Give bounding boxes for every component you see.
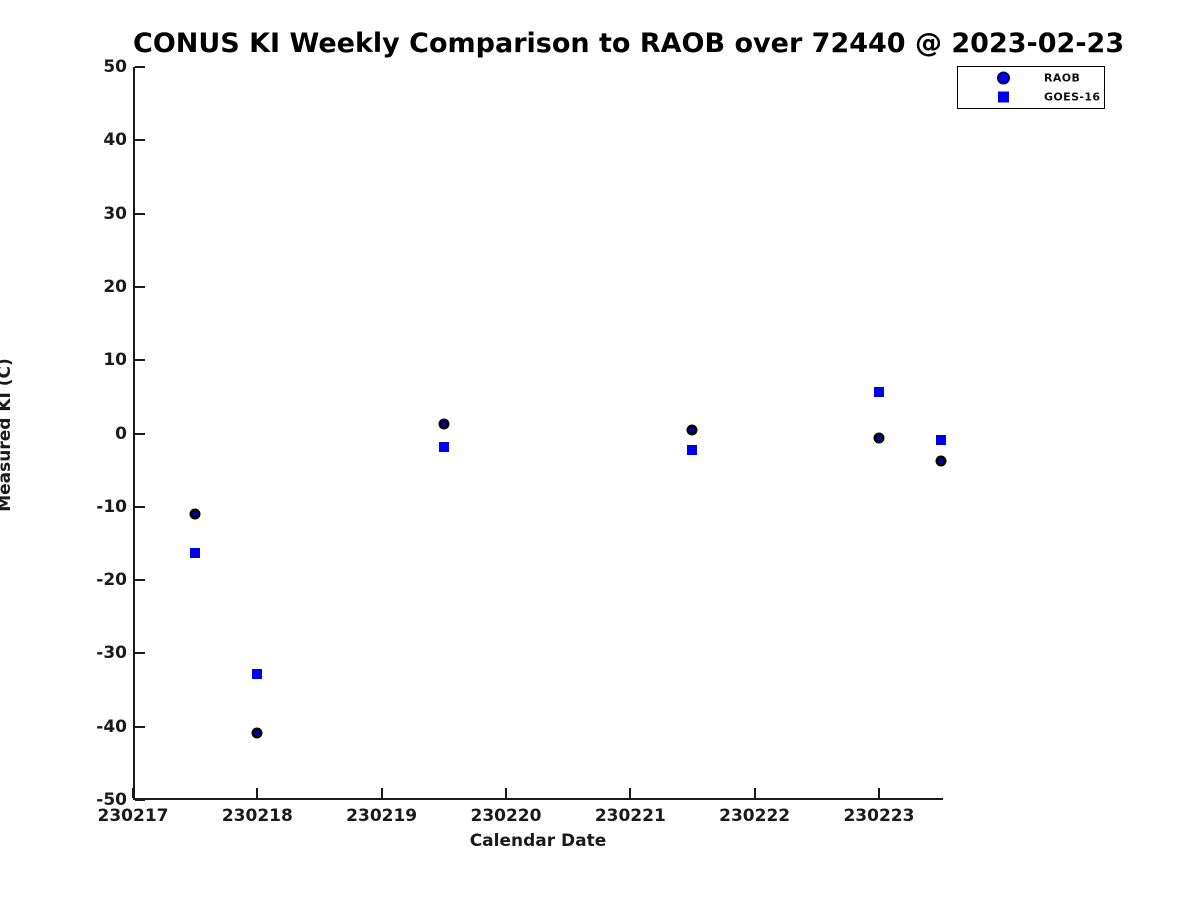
y-axis-line — [133, 67, 135, 800]
x-tick — [877, 788, 880, 798]
y-tick-label: -50 — [96, 790, 127, 810]
raob-marker-icon — [997, 71, 1010, 85]
data-point-raob — [438, 418, 450, 430]
x-tick — [132, 788, 134, 798]
y-tick — [135, 66, 145, 68]
y-tick-label: 0 — [115, 423, 127, 444]
y-tick-label: 10 — [103, 350, 127, 371]
goes16-marker-icon — [998, 91, 1009, 103]
y-tick-label: -20 — [96, 570, 127, 591]
legend: RAOB GOES-16 — [957, 66, 1105, 109]
x-tick-label: 230219 — [346, 806, 418, 826]
data-point-raob — [873, 432, 885, 444]
y-tick — [135, 725, 145, 728]
x-tick-label: 230218 — [221, 806, 293, 826]
x-tick — [504, 788, 507, 798]
x-tick-label: 230222 — [719, 806, 791, 826]
y-tick — [135, 285, 145, 288]
y-axis-title: Measured KI (C) — [0, 358, 15, 512]
x-tick-label: 230221 — [594, 806, 666, 826]
y-tick — [135, 212, 145, 215]
legend-label-goes16: GOES-16 — [1044, 90, 1101, 104]
x-tick — [256, 788, 259, 798]
y-tick-label: 30 — [103, 203, 127, 224]
x-tick — [380, 788, 383, 798]
y-tick-label: -40 — [96, 716, 127, 737]
legend-label-raob: RAOB — [1044, 71, 1081, 85]
y-tick — [135, 579, 145, 582]
y-tick — [135, 432, 145, 435]
data-point-raob — [686, 424, 698, 436]
data-point-goes-16 — [252, 668, 263, 679]
y-tick — [135, 652, 145, 655]
y-tick — [135, 505, 145, 508]
chart-title: CONUS KI Weekly Comparison to RAOB over … — [133, 28, 1125, 59]
legend-item-goes16: GOES-16 — [958, 87, 1104, 107]
x-tick — [629, 788, 632, 798]
y-tick-label: 50 — [103, 57, 127, 77]
x-tick-label: 230220 — [470, 806, 542, 826]
data-point-raob — [189, 508, 201, 520]
y-tick-label: 40 — [103, 130, 127, 151]
data-point-goes-16 — [190, 547, 201, 558]
data-point-raob — [935, 455, 947, 467]
legend-item-raob: RAOB — [958, 68, 1104, 88]
data-point-goes-16 — [873, 387, 884, 398]
x-tick-label: 230223 — [843, 806, 915, 826]
x-tick — [753, 788, 756, 798]
data-point-goes-16 — [438, 441, 449, 452]
plot-area: 50 40 30 20 10 0 -10 -20 -30 -40 -50 230217 230218 23… — [96, 57, 947, 826]
data-point-goes-16 — [687, 444, 698, 455]
y-tick-label: -30 — [96, 643, 127, 664]
y-tick — [135, 139, 145, 142]
x-tick-label: 230217 — [97, 806, 169, 826]
x-axis-title: Calendar Date — [469, 831, 607, 851]
data-point-goes-16 — [936, 435, 947, 446]
y-tick — [135, 359, 145, 362]
x-axis-line — [133, 798, 943, 800]
data-point-raob — [251, 727, 263, 739]
y-tick-label: -10 — [96, 496, 127, 517]
y-tick — [135, 799, 145, 801]
y-tick-label: 20 — [103, 276, 127, 297]
